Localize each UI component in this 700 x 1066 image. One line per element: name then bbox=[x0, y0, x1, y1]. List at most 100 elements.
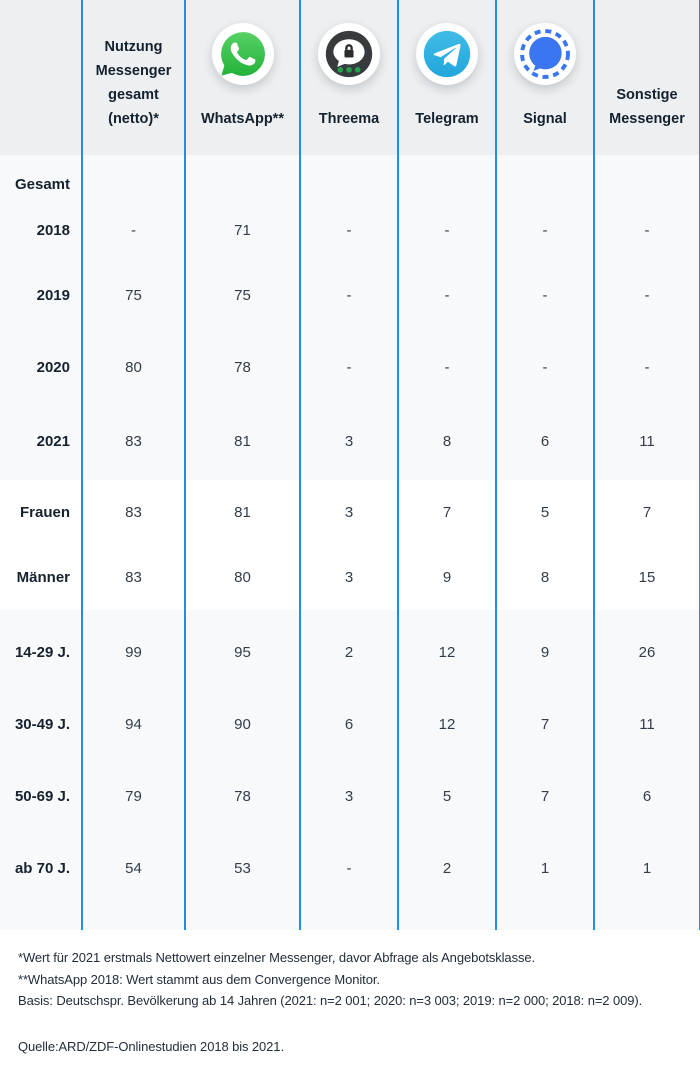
telegram-icon bbox=[416, 23, 478, 85]
footnote-1: *Wert für 2021 erstmals Nettowert einzel… bbox=[18, 950, 536, 965]
value-cell: - bbox=[495, 259, 594, 331]
value-cell: 71 bbox=[184, 201, 300, 259]
row-label: 50-69 J. bbox=[0, 754, 82, 826]
value-cell: 80 bbox=[184, 545, 300, 610]
value-cell: 81 bbox=[184, 403, 300, 480]
value-cell: - bbox=[593, 331, 700, 403]
value-cell: - bbox=[593, 201, 700, 259]
group-row-gesamt: Gesamt bbox=[0, 155, 700, 201]
value-cell: 9 bbox=[397, 545, 496, 610]
row-30-49: 30-49 J. 94 90 6 12 7 11 bbox=[0, 682, 700, 754]
value-cell: - bbox=[397, 331, 496, 403]
threema-icon bbox=[318, 23, 380, 85]
row-label: 14-29 J. bbox=[0, 610, 82, 682]
value-cell: 6 bbox=[495, 403, 594, 480]
column-label-whatsapp: WhatsApp** bbox=[201, 111, 284, 127]
value-cell: - bbox=[495, 201, 594, 259]
value-cell: 3 bbox=[299, 754, 398, 826]
value-cell: 79 bbox=[81, 754, 185, 826]
value-cell: 54 bbox=[81, 826, 185, 898]
column-header-signal: Signal bbox=[495, 0, 594, 155]
value-cell: - bbox=[299, 331, 398, 403]
value-cell: 3 bbox=[299, 480, 398, 545]
table-bottom-filler-row bbox=[0, 898, 700, 930]
value-cell: 5 bbox=[495, 480, 594, 545]
value-cell: 75 bbox=[81, 259, 185, 331]
value-cell: 8 bbox=[397, 403, 496, 480]
row-label: 2021 bbox=[0, 403, 82, 480]
value-cell: 2 bbox=[299, 610, 398, 682]
row-50-69: 50-69 J. 79 78 3 5 7 6 bbox=[0, 754, 700, 826]
value-cell: 1 bbox=[495, 826, 594, 898]
value-cell: 15 bbox=[593, 545, 700, 610]
row-2020: 2020 80 78 - - - - bbox=[0, 331, 700, 403]
value-cell: 83 bbox=[81, 545, 185, 610]
row-label: Männer bbox=[0, 545, 82, 610]
value-cell: - bbox=[593, 259, 700, 331]
value-cell: - bbox=[397, 201, 496, 259]
value-cell: 1 bbox=[593, 826, 700, 898]
footnotes-section: *Wert für 2021 erstmals Nettowert einzel… bbox=[0, 930, 700, 1057]
value-cell: 7 bbox=[593, 480, 700, 545]
header-empty-cell bbox=[0, 0, 82, 155]
row-label: ab 70 J. bbox=[0, 826, 82, 898]
value-cell: 81 bbox=[184, 480, 300, 545]
value-cell: 3 bbox=[299, 545, 398, 610]
value-cell: 12 bbox=[397, 682, 496, 754]
value-cell: - bbox=[299, 826, 398, 898]
row-2021: 2021 83 81 3 8 6 11 bbox=[0, 403, 700, 480]
value-cell: - bbox=[299, 259, 398, 331]
column-header-threema: Threema bbox=[299, 0, 398, 155]
column-label-nutzung: Nutzung Messenger gesamt (netto)* bbox=[95, 39, 172, 127]
row-label: 2020 bbox=[0, 331, 82, 403]
column-label-sonstige: Sonstige Messenger bbox=[609, 87, 685, 127]
value-cell: 9 bbox=[495, 610, 594, 682]
column-label-threema: Threema bbox=[318, 111, 380, 127]
value-cell: 7 bbox=[495, 754, 594, 826]
value-cell: 83 bbox=[81, 403, 185, 480]
source-line: Quelle:ARD/ZDF-Onlinestudien 2018 bis 20… bbox=[18, 1038, 284, 1054]
row-ab-70: ab 70 J. 54 53 - 2 1 1 bbox=[0, 826, 700, 898]
value-cell: 80 bbox=[81, 331, 185, 403]
value-cell: 53 bbox=[184, 826, 300, 898]
row-2019: 2019 75 75 - - - - bbox=[0, 259, 700, 331]
value-cell: 11 bbox=[593, 682, 700, 754]
whatsapp-icon bbox=[211, 23, 274, 85]
header-row: Nutzung Messenger gesamt (netto)* WhatsA… bbox=[0, 0, 700, 155]
value-cell: - bbox=[81, 201, 185, 259]
row-label: 2018 bbox=[0, 201, 82, 259]
value-cell: - bbox=[495, 331, 594, 403]
row-frauen: Frauen 83 81 3 7 5 7 bbox=[0, 480, 700, 545]
value-cell: 90 bbox=[184, 682, 300, 754]
footnote-2: **WhatsApp 2018: Wert stammt aus dem Con… bbox=[18, 971, 380, 987]
messenger-usage-table: Nutzung Messenger gesamt (netto)* WhatsA… bbox=[0, 0, 700, 930]
value-cell: 78 bbox=[184, 331, 300, 403]
column-header-nutzung: Nutzung Messenger gesamt (netto)* bbox=[81, 0, 185, 155]
column-header-whatsapp: WhatsApp** bbox=[184, 0, 300, 155]
value-cell: 75 bbox=[184, 259, 300, 331]
value-cell: 7 bbox=[397, 480, 496, 545]
value-cell: 2 bbox=[397, 826, 496, 898]
value-cell: 95 bbox=[184, 610, 300, 682]
column-label-signal: Signal bbox=[523, 111, 567, 127]
value-cell: 8 bbox=[495, 545, 594, 610]
row-maenner: Männer 83 80 3 9 8 15 bbox=[0, 545, 700, 610]
value-cell: 7 bbox=[495, 682, 594, 754]
row-label: Frauen bbox=[0, 480, 82, 545]
value-cell: 5 bbox=[397, 754, 496, 826]
group-label: Gesamt bbox=[0, 155, 82, 201]
row-label: 2019 bbox=[0, 259, 82, 331]
value-cell: 78 bbox=[184, 754, 300, 826]
value-cell: - bbox=[397, 259, 496, 331]
row-14-29: 14-29 J. 99 95 2 12 9 26 bbox=[0, 610, 700, 682]
column-header-telegram: Telegram bbox=[397, 0, 496, 155]
value-cell: 12 bbox=[397, 610, 496, 682]
value-cell: 99 bbox=[81, 610, 185, 682]
row-label: 30-49 J. bbox=[0, 682, 82, 754]
value-cell: 6 bbox=[299, 682, 398, 754]
footnote-basis: Basis: Deutschspr. Bevölkerung ab 14 Jah… bbox=[18, 993, 643, 1008]
value-cell: 26 bbox=[593, 610, 700, 682]
value-cell: 3 bbox=[299, 403, 398, 480]
column-header-sonstige: Sonstige Messenger bbox=[593, 0, 700, 155]
